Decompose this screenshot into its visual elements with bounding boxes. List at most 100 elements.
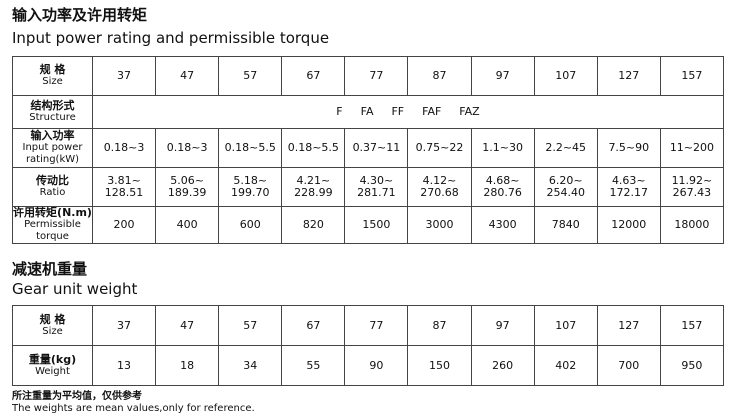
table-cell: 600 <box>218 206 283 244</box>
cell-line: 189.39 <box>167 186 207 199</box>
row-label-cn: 输入功率 <box>30 129 75 142</box>
table-row: 许用转矩(N.m) Permissible torque 200 400 600 820 1… <box>12 206 725 244</box>
row-header: 结构形式 Structure <box>12 95 93 129</box>
table-cell: 150 <box>407 345 472 386</box>
table-cell: 97 <box>470 305 535 346</box>
table-cell: 107 <box>533 305 598 346</box>
cell-line: 199.70 <box>230 186 270 199</box>
table-cell: 4.21~ 228.99 <box>281 167 346 207</box>
row-label-cn: 传动比 <box>36 174 69 187</box>
table-cell: 127 <box>596 305 661 346</box>
table-cell: 0.18~5.5 <box>218 128 283 168</box>
table-cell: 3.81~ 128.51 <box>91 167 157 207</box>
table-cell: 200 <box>91 206 157 244</box>
table-cell: 18000 <box>659 206 725 244</box>
table-row: 传动比 Ratio 3.81~ 128.51 5.06~ 189.39 5.18~ 199.7… <box>12 167 725 207</box>
table-cell: 4300 <box>470 206 535 244</box>
table-cell: 57 <box>218 56 283 96</box>
cell-line: 128.51 <box>104 186 144 199</box>
row-label-cn: 规 格 <box>39 312 66 326</box>
row-header: 输入功率 Input power rating(kW) <box>12 128 93 168</box>
table-cell: 1.1~30 <box>470 128 535 168</box>
table-cell: 11~200 <box>659 128 725 168</box>
table-cell: 2.2~45 <box>533 128 598 168</box>
table-cell: 18 <box>155 345 220 386</box>
row-header: 传动比 Ratio <box>12 167 93 207</box>
row-header: 规 格 Size <box>12 56 93 96</box>
table-cell: 127 <box>596 56 661 96</box>
table-cell: 0.18~5.5 <box>281 128 346 168</box>
row-header: 重量(kg) Weight <box>12 345 93 386</box>
table-cell: 77 <box>344 305 409 346</box>
table-cell: 47 <box>155 305 220 346</box>
note-en: The weights are mean values,only for ref… <box>12 403 255 414</box>
row-label-en: Weight <box>35 365 70 377</box>
row-label-cn: 重量(kg) <box>28 352 77 366</box>
weight-title-cn: 减速机重量 <box>12 260 88 278</box>
table-cell: 87 <box>407 305 472 346</box>
structure-item: F <box>336 105 343 118</box>
cell-line: 4.30~ <box>359 174 394 187</box>
table-cell: 4.63~ 172.17 <box>596 167 661 207</box>
table-cell: 700 <box>596 345 661 386</box>
table-cell: 3000 <box>407 206 472 244</box>
table-cell: 37 <box>91 305 157 346</box>
table-cell: 57 <box>218 305 283 346</box>
table-row: 结构形式 Structure F FA FF FAF FAZ <box>12 95 724 129</box>
table-cell: 0.18~3 <box>91 128 157 168</box>
cell-line: 4.68~ <box>485 174 520 187</box>
table-cell: 5.18~ 199.70 <box>218 167 283 207</box>
row-label-cn: 许用转矩(N.m) <box>13 206 92 219</box>
table-cell: 4.30~ 281.71 <box>344 167 409 207</box>
table-cell: 4.68~ 280.76 <box>470 167 535 207</box>
table-cell: 7840 <box>533 206 598 244</box>
table-cell: 950 <box>659 345 725 386</box>
row-label-en: rating(kW) <box>25 154 80 165</box>
table-row: 规 格 Size 37 47 57 67 77 87 97 107 127 157 <box>12 305 725 346</box>
row-header: 许用转矩(N.m) Permissible torque <box>12 206 93 244</box>
table-cell: 55 <box>281 345 346 386</box>
note-cn: 所注重量为平均值，仅供参考 <box>12 391 142 402</box>
table-cell: 12000 <box>596 206 661 244</box>
structure-cell: F FA FF FAF FAZ <box>92 95 724 129</box>
row-label-en: Structure <box>29 112 76 123</box>
table-cell: 7.5~90 <box>596 128 661 168</box>
table-cell: 0.18~3 <box>155 128 220 168</box>
cell-line: 4.12~ <box>422 174 457 187</box>
row-label-en: Size <box>42 76 63 87</box>
row-label-cn: 规 格 <box>39 63 66 76</box>
rating-table: 规 格 Size 37 47 57 67 77 87 97 107 127 157 结构形式 Struct… <box>12 56 725 244</box>
table-cell: 4.12~ 270.68 <box>407 167 472 207</box>
cell-line: 267.43 <box>672 186 712 199</box>
table-cell: 400 <box>155 206 220 244</box>
table-cell: 0.37~11 <box>344 128 409 168</box>
structure-item: FAZ <box>459 105 480 118</box>
table-cell: 77 <box>344 56 409 96</box>
row-label-en: Permissible torque <box>24 219 81 242</box>
cell-line: 11.92~ <box>671 174 713 187</box>
cell-line: 254.40 <box>546 186 585 199</box>
table-row: 规 格 Size 37 47 57 67 77 87 97 107 127 157 <box>12 56 725 96</box>
table-cell: 107 <box>533 56 598 96</box>
cell-line: 270.68 <box>420 186 459 199</box>
table-cell: 11.92~ 267.43 <box>659 167 725 207</box>
cell-line: 280.76 <box>483 186 522 199</box>
weight-table: 规 格 Size 37 47 57 67 77 87 97 107 127 157 重量(kg) Weig… <box>12 305 725 386</box>
row-label-cn: 结构形式 <box>30 99 75 112</box>
structure-item: FAF <box>422 105 442 118</box>
table-cell: 37 <box>91 56 157 96</box>
cell-line: 5.06~ <box>170 174 204 187</box>
title-cn: 输入功率及许用转矩 <box>12 6 148 24</box>
table-cell: 87 <box>407 56 472 96</box>
table-cell: 820 <box>281 206 346 244</box>
table-cell: 67 <box>281 305 346 346</box>
table-cell: 90 <box>344 345 409 386</box>
table-cell: 13 <box>91 345 157 386</box>
cell-line: 5.18~ <box>233 174 268 187</box>
table-cell: 6.20~ 254.40 <box>533 167 598 207</box>
cell-line: 228.99 <box>294 186 333 199</box>
cell-line: 6.20~ <box>548 174 583 187</box>
table-cell: 402 <box>533 345 598 386</box>
cell-line: 172.17 <box>609 186 649 199</box>
